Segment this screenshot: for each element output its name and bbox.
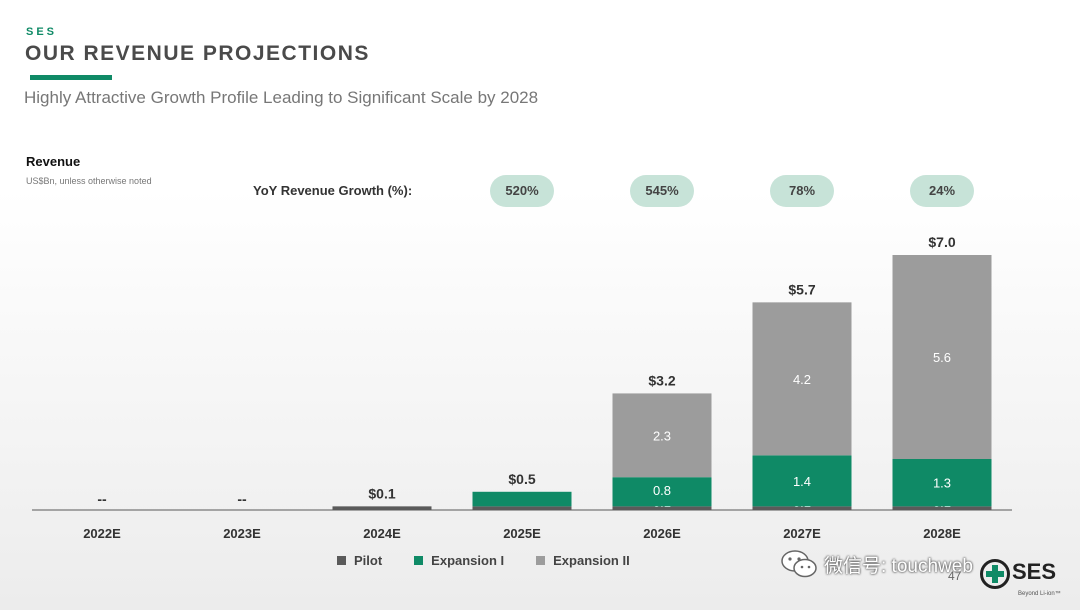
bar-expansion-2-2027e (752, 302, 852, 456)
segment-label-expansion-1-2028e: 1.3 (933, 476, 951, 491)
bar-expansion-1-2027e (752, 455, 852, 507)
x-tick-label-2027e: 2027E (783, 526, 821, 541)
segment-label-expansion-1-2027e: 1.4 (793, 474, 811, 489)
page-subtitle: Highly Attractive Growth Profile Leading… (24, 88, 539, 107)
bar-expansion-2-2028e (892, 255, 992, 459)
legend-swatch-expansion-2 (536, 556, 546, 565)
title-accent-bar (30, 75, 112, 80)
x-tick-label-2028e: 2028E (923, 526, 961, 541)
yoy-growth-pill-2028e: 24% (910, 175, 974, 207)
legend-item-pilot: Pilot (337, 553, 382, 568)
logo-tagline: Beyond Li-ion™ (1018, 591, 1061, 597)
segment-label-expansion-2-2026e: 2.3 (653, 428, 671, 443)
total-label-2023e: -- (237, 491, 247, 507)
logo-text: SES (1012, 559, 1057, 584)
ses-logo: SES Beyond Li-ion™ (978, 555, 1068, 605)
legend-label-pilot: Pilot (354, 553, 383, 568)
legend-label-expansion-1: Expansion I (431, 553, 505, 568)
page-title: OUR REVENUE PROJECTIONS (25, 42, 370, 65)
bar-expansion-1-2026e (612, 477, 712, 507)
legend-item-expansion-1: Expansion I (414, 553, 504, 568)
yoy-growth-pill-2027e: 78% (770, 175, 834, 207)
legend-label-expansion-2: Expansion II (553, 553, 630, 568)
yoy-growth-pill-2025e: 520% (490, 175, 554, 207)
bar-pilot-2024e (332, 506, 432, 510)
total-label-2025e: $0.5 (508, 471, 535, 487)
units-note: US$Bn, unless otherwise noted (26, 176, 152, 186)
x-tick-label-2024e: 2024E (363, 526, 401, 541)
chart-legend: Pilot Expansion I Expansion II (337, 553, 630, 568)
bar-pilot-2025e (472, 506, 572, 510)
x-tick-label-2026e: 2026E (643, 526, 681, 541)
bar-expansion-1-2025e (472, 491, 572, 507)
yoy-growth-label: YoY Revenue Growth (%): (253, 183, 413, 198)
legend-swatch-pilot (337, 556, 346, 565)
watermark-text: 微信号: touchweb (824, 555, 973, 577)
bar-expansion-2-2026e (612, 393, 712, 478)
x-tick-label-2022e: 2022E (83, 526, 121, 541)
segment-label-expansion-2-2028e: 5.6 (933, 350, 951, 365)
page-number: 47 (948, 569, 962, 583)
legend-swatch-expansion-1 (414, 556, 424, 565)
total-label-2022e: -- (97, 491, 107, 507)
bar-expansion-1-2028e (892, 459, 992, 507)
bar-pilot-2026e (612, 506, 712, 510)
brand-label: SES (26, 26, 58, 38)
logo-circle-icon (980, 559, 1010, 589)
total-label-2024e: $0.1 (368, 485, 395, 501)
total-label-2026e: $3.2 (648, 372, 675, 388)
wechat-icon (781, 550, 817, 578)
bar-pilot-2027e (752, 506, 852, 510)
total-label-2027e: $5.7 (788, 281, 815, 297)
bar-pilot-2028e (892, 506, 992, 510)
segment-label-expansion-2-2027e: 4.2 (793, 372, 811, 387)
x-tick-label-2023e: 2023E (223, 526, 261, 541)
total-label-2028e: $7.0 (928, 234, 955, 250)
x-tick-label-2025e: 2025E (503, 526, 541, 541)
segment-label-expansion-1-2026e: 0.8 (653, 483, 671, 498)
legend-item-expansion-2: Expansion II (536, 553, 630, 568)
revenue-label: Revenue (26, 154, 81, 169)
wechat-watermark: 微信号: touchweb (780, 548, 973, 580)
yoy-growth-pill-2026e: 545% (630, 175, 694, 207)
